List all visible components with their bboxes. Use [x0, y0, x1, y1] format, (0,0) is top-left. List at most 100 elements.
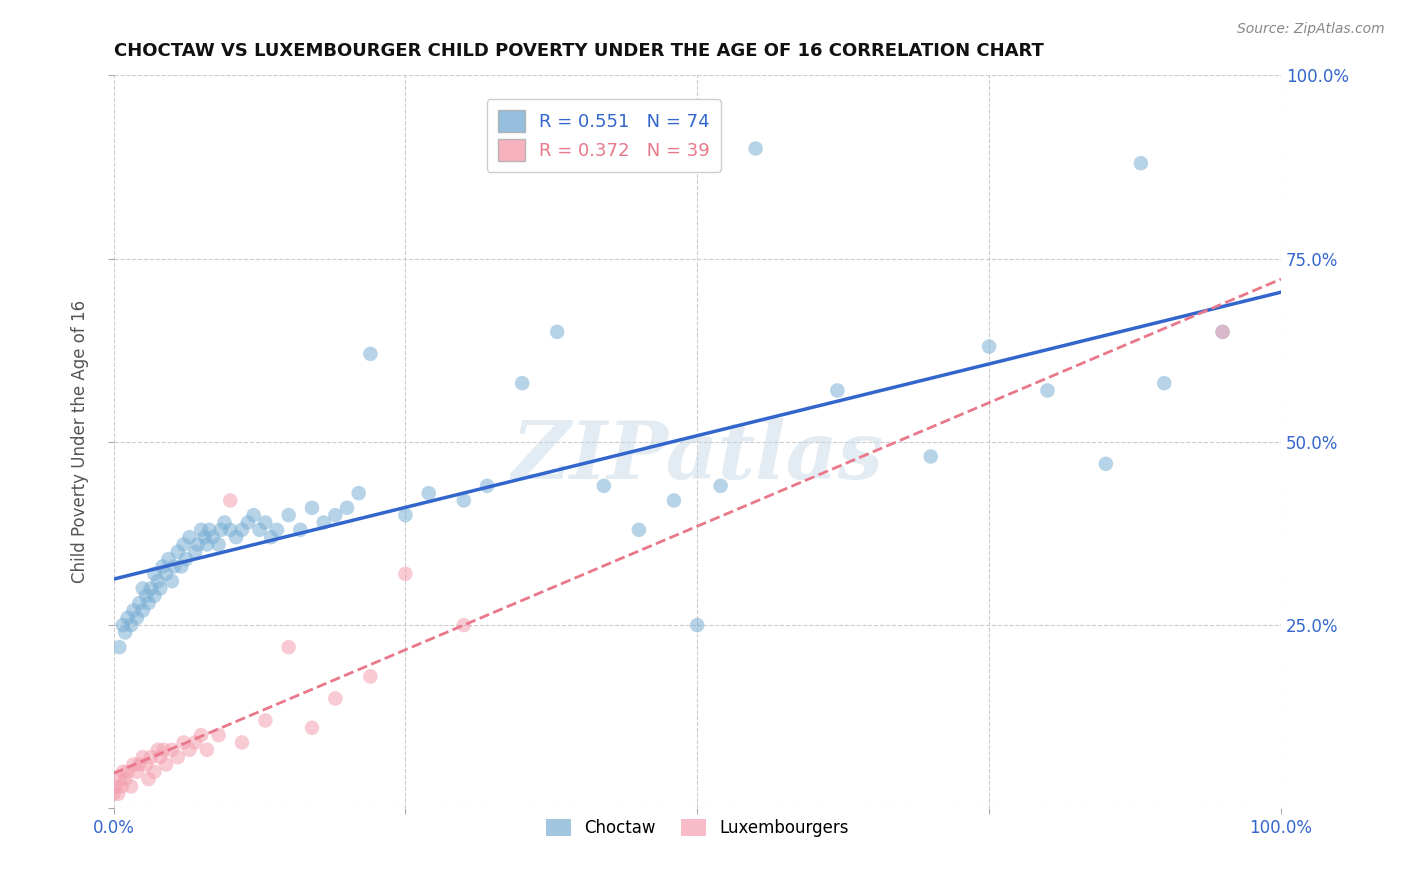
Legend: Choctaw, Luxembourgers: Choctaw, Luxembourgers [540, 813, 855, 844]
Point [190, 523, 212, 537]
Point [120, 780, 142, 794]
Text: CHOCTAW VS LUXEMBOURGER CHILD POVERTY UNDER THE AGE OF 16 CORRELATION CHART: CHOCTAW VS LUXEMBOURGER CHILD POVERTY UN… [114, 42, 1043, 60]
Point [453, 493, 475, 508]
Point [125, 764, 148, 779]
Point [710, 479, 733, 493]
Point [336, 500, 359, 515]
Point [114, 772, 136, 786]
Point [146, 574, 169, 589]
Point [394, 566, 416, 581]
Point [219, 523, 242, 537]
Point [135, 757, 157, 772]
Point [139, 750, 162, 764]
Point [103, 787, 125, 801]
Point [301, 500, 323, 515]
Point [149, 582, 172, 596]
Point [107, 787, 129, 801]
Point [146, 743, 169, 757]
Point [418, 486, 440, 500]
Point [260, 530, 283, 544]
Point [325, 691, 347, 706]
Point [143, 589, 166, 603]
Point [920, 450, 942, 464]
Point [236, 516, 259, 530]
Point [122, 603, 145, 617]
Point [546, 325, 568, 339]
Point [184, 735, 207, 749]
Point [111, 764, 134, 779]
Point [132, 582, 155, 596]
Point [128, 596, 150, 610]
Point [214, 516, 236, 530]
Point [977, 339, 1000, 353]
Point [219, 493, 242, 508]
Point [510, 376, 533, 391]
Point [744, 142, 766, 156]
Y-axis label: Child Poverty Under the Age of 16: Child Poverty Under the Age of 16 [72, 301, 89, 583]
Point [254, 714, 277, 728]
Point [277, 640, 299, 654]
Point [1129, 156, 1152, 170]
Point [225, 530, 247, 544]
Point [325, 508, 347, 523]
Point [163, 559, 186, 574]
Point [201, 530, 224, 544]
Point [1153, 376, 1175, 391]
Point [138, 596, 160, 610]
Point [111, 618, 134, 632]
Point [132, 603, 155, 617]
Point [160, 743, 183, 757]
Point [155, 566, 177, 581]
Point [157, 552, 180, 566]
Point [453, 618, 475, 632]
Point [155, 757, 177, 772]
Point [166, 545, 188, 559]
Point [173, 537, 195, 551]
Point [242, 508, 264, 523]
Point [125, 611, 148, 625]
Point [394, 508, 416, 523]
Point [149, 750, 172, 764]
Point [117, 611, 139, 625]
Point [120, 618, 142, 632]
Point [312, 516, 335, 530]
Point [347, 486, 370, 500]
Point [138, 772, 160, 786]
Point [143, 566, 166, 581]
Point [207, 537, 229, 551]
Text: Source: ZipAtlas.com: Source: ZipAtlas.com [1237, 22, 1385, 37]
Point [231, 523, 253, 537]
Point [117, 764, 139, 779]
Point [166, 750, 188, 764]
Point [128, 757, 150, 772]
Point [359, 669, 381, 683]
Point [184, 545, 207, 559]
Point [301, 721, 323, 735]
Point [170, 559, 193, 574]
Point [104, 780, 127, 794]
Point [111, 780, 134, 794]
Point [135, 589, 157, 603]
Point [1212, 325, 1234, 339]
Point [1036, 384, 1059, 398]
Point [686, 618, 709, 632]
Point [627, 523, 650, 537]
Point [662, 493, 685, 508]
Point [1095, 457, 1118, 471]
Point [152, 743, 174, 757]
Point [207, 728, 229, 742]
Point [592, 479, 614, 493]
Point [179, 530, 201, 544]
Point [359, 347, 381, 361]
Point [108, 640, 131, 654]
Point [190, 728, 212, 742]
Point [195, 537, 218, 551]
Point [187, 537, 209, 551]
Point [108, 772, 131, 786]
Point [194, 530, 217, 544]
Point [198, 523, 221, 537]
Point [475, 479, 498, 493]
Point [179, 743, 201, 757]
Point [290, 523, 312, 537]
Point [173, 735, 195, 749]
